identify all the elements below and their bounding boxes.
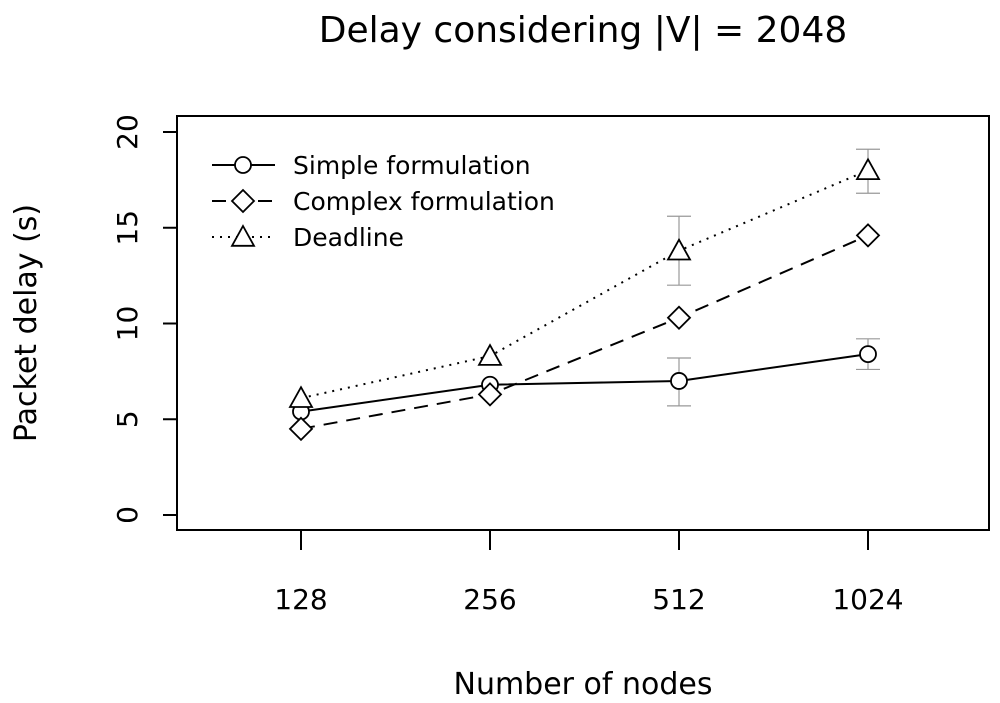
data-point — [855, 157, 881, 181]
data-point — [855, 223, 881, 248]
series-circle — [292, 338, 880, 421]
legend-label: Deadline — [293, 223, 404, 252]
data-point — [666, 237, 692, 261]
series-layer — [288, 148, 881, 442]
y-tick-label: 20 — [111, 114, 144, 150]
y-axis-label: Packet delay (s) — [9, 204, 44, 442]
legend-marker — [230, 188, 256, 214]
y-axis: 0 5 10 15 20 — [111, 114, 177, 524]
legend-entry: Simple formulation — [212, 151, 531, 180]
data-point — [670, 372, 688, 390]
legend-marker — [234, 156, 252, 174]
legend-entry: Deadline — [212, 223, 404, 252]
data-point — [288, 416, 314, 442]
legend-label: Complex formulation — [293, 187, 555, 216]
legend-marker — [230, 224, 256, 247]
data-point — [666, 305, 692, 331]
x-tick-label: 128 — [274, 583, 327, 616]
series-diamond — [288, 223, 881, 442]
series-line — [300, 234, 869, 430]
data-point — [477, 382, 503, 407]
y-tick-label: 5 — [111, 410, 144, 428]
data-point — [859, 345, 877, 364]
series-triangle — [288, 148, 881, 408]
x-axis-label: Number of nodes — [454, 667, 713, 702]
y-tick-label: 10 — [111, 306, 144, 342]
y-tick-label: 0 — [111, 506, 144, 524]
legend-entry: Complex formulation — [212, 187, 555, 216]
x-tick-label: 1024 — [832, 583, 903, 616]
series-line — [300, 169, 869, 400]
x-tick-label: 512 — [652, 583, 705, 616]
chart-title: Delay considering |V| = 2048 — [319, 10, 848, 51]
data-point — [288, 385, 314, 408]
series-line — [300, 353, 869, 413]
legend-label: Simple formulation — [293, 151, 531, 180]
legend: Simple formulation Complex formulation Dea… — [212, 151, 555, 252]
x-axis: 128 256 512 1024 — [274, 530, 904, 616]
y-tick-label: 15 — [111, 210, 144, 246]
data-point — [477, 343, 503, 366]
x-tick-label: 256 — [463, 583, 516, 616]
